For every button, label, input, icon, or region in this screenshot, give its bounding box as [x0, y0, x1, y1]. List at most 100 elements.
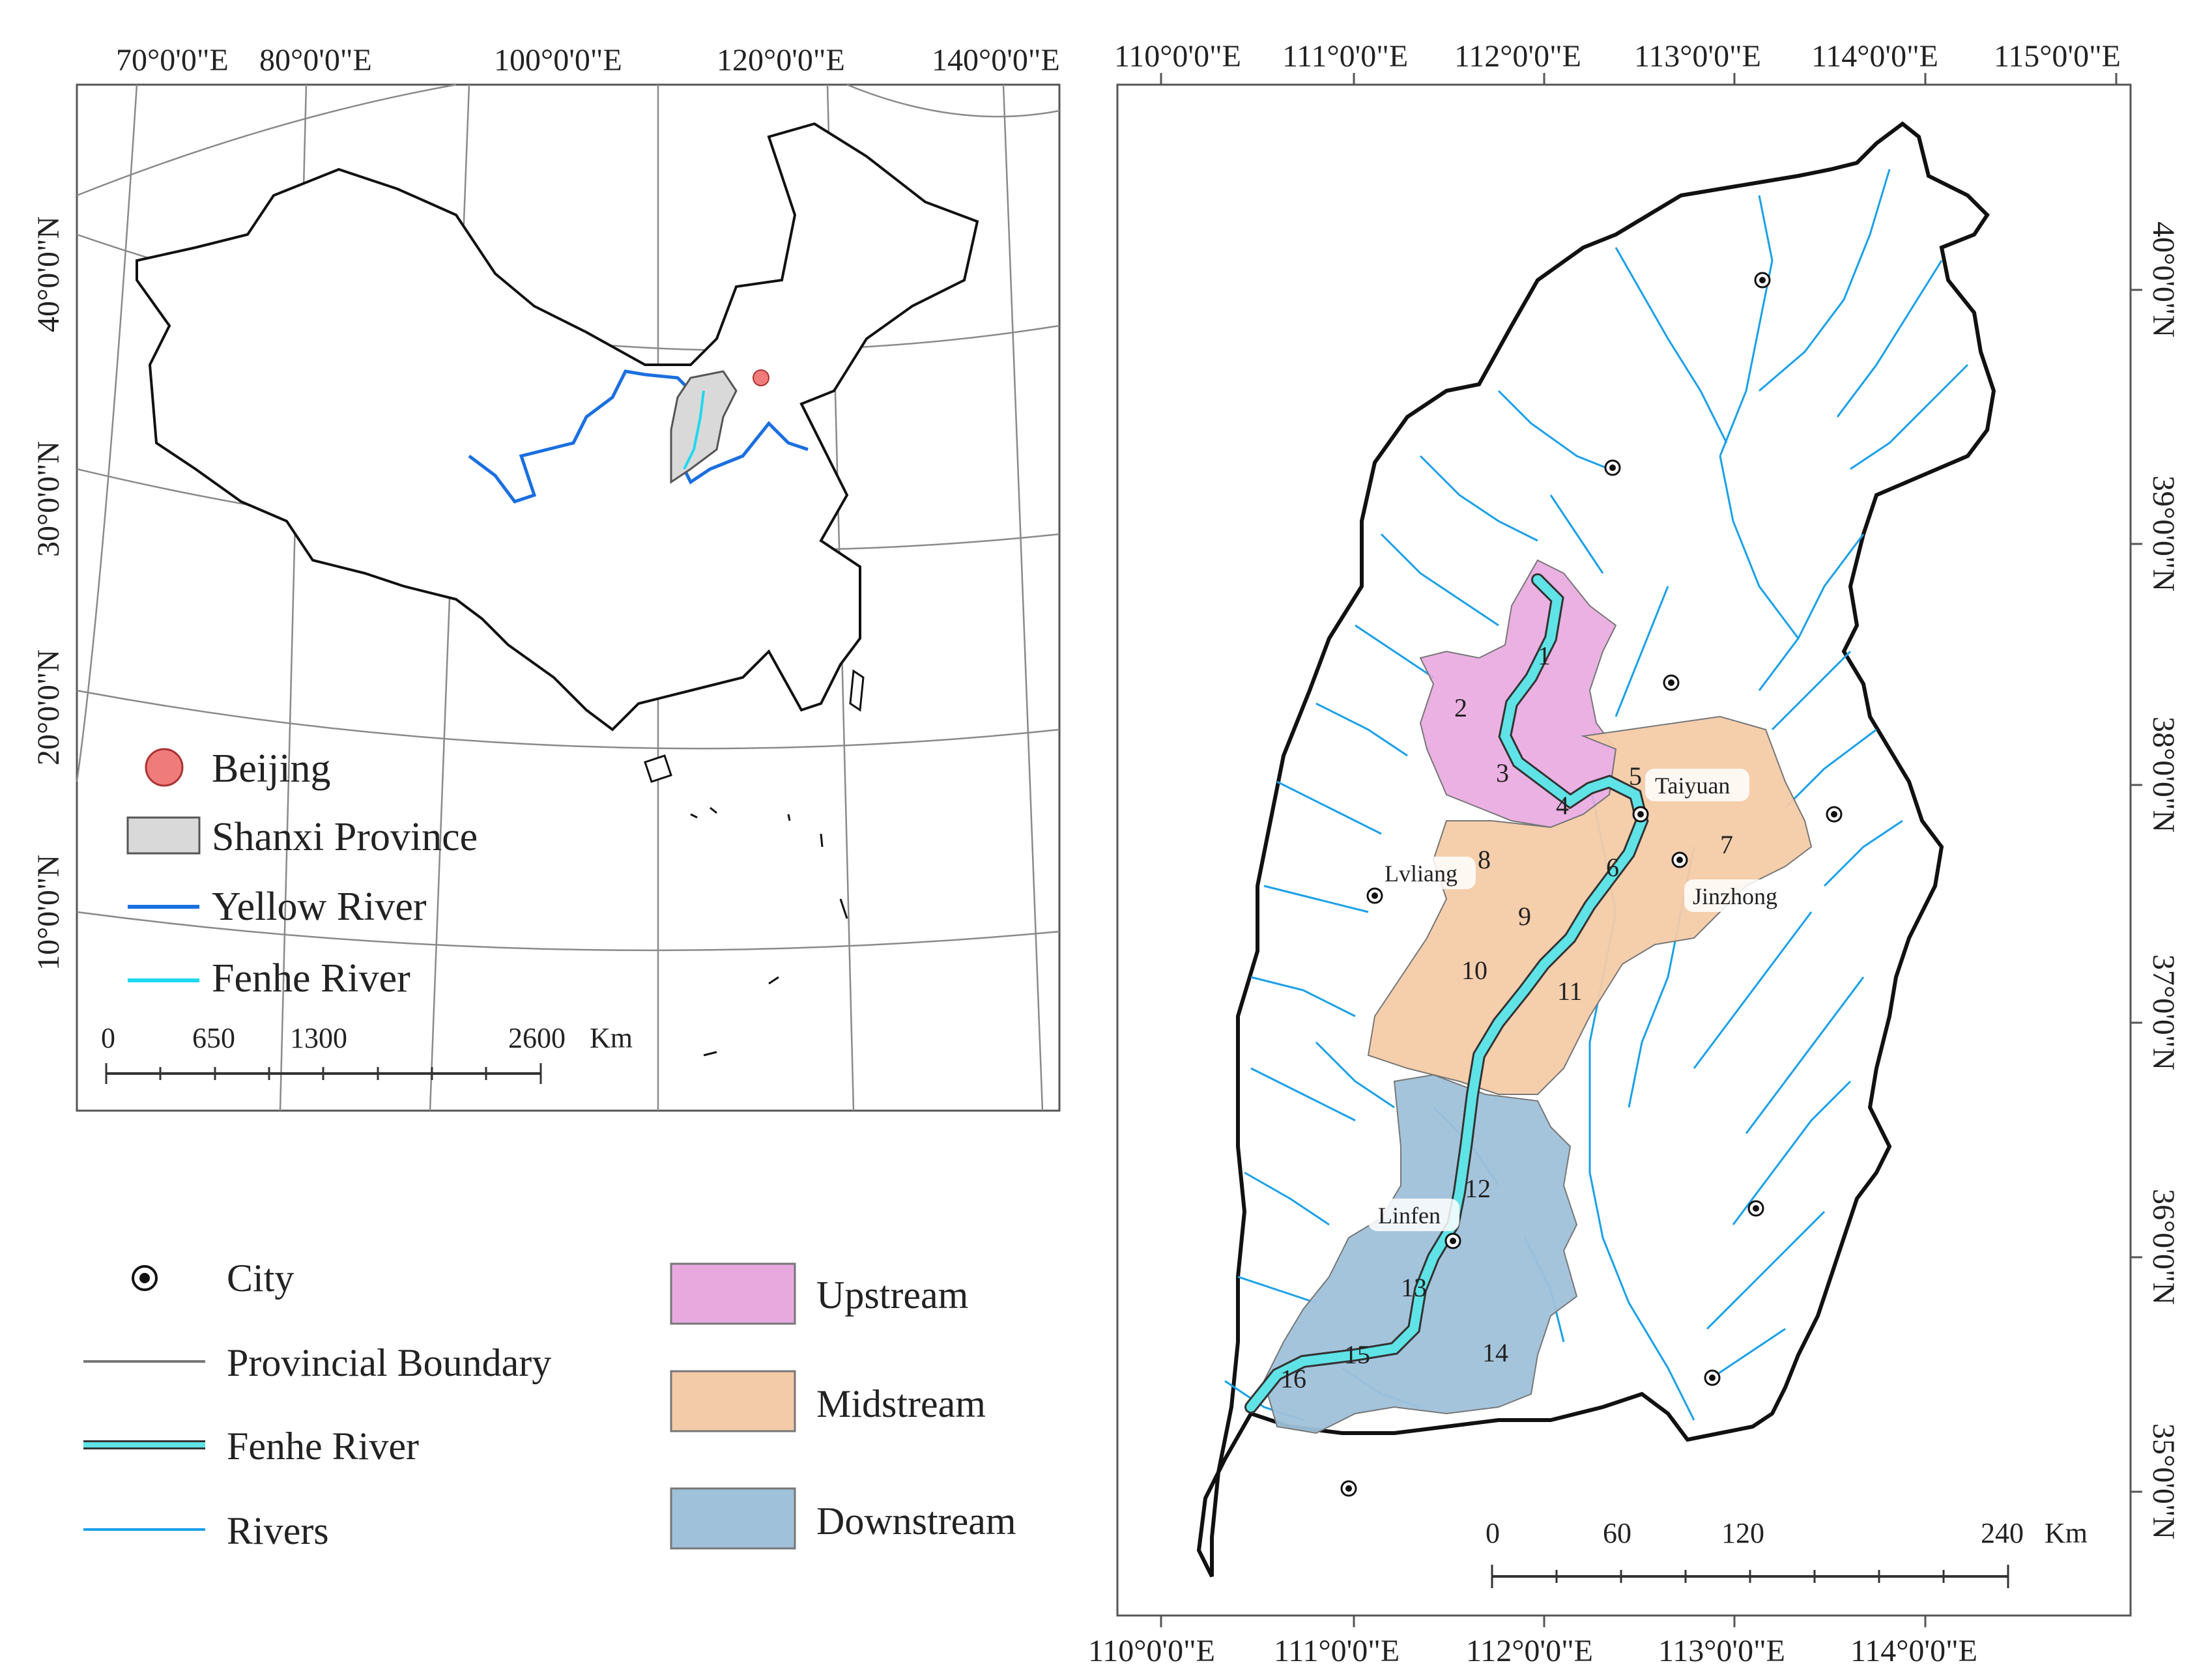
main-scale-bar: 0 60 120 240 Km	[1486, 1517, 2088, 1588]
main-lon-label: 114°0'0"E	[1811, 39, 1938, 74]
south-china-sea-islands	[690, 806, 848, 1057]
hainan-island	[644, 754, 672, 783]
city-label-linfen: Linfen	[1378, 1203, 1441, 1229]
boundary-legend-label: Provincial Boundary	[227, 1341, 551, 1384]
shanxi-legend-label: Shanxi Province	[212, 815, 478, 859]
sub-basin-numbers: 1 2 3 4 5 6 7 8 9 10 11 12 13 14 15 16	[1280, 641, 1733, 1393]
main-lat-label: 36°0'0"N	[2146, 1189, 2181, 1305]
shanxi-province-shape	[670, 370, 738, 484]
main-lon-label: 115°0'0"E	[1994, 39, 2121, 74]
inset-lon-label: 80°0'0"E	[259, 43, 372, 78]
city-point-icon	[1747, 1200, 1764, 1217]
fenhe-legend-bottom-label: Fenhe River	[227, 1425, 419, 1468]
sub-basin-label: 15	[1344, 1340, 1370, 1369]
inset-lat-label: 10°0'0"N	[31, 855, 66, 971]
city-legend-icon	[132, 1265, 158, 1291]
main-frame-ticks	[1160, 73, 2142, 1627]
inset-lat-label: 30°0'0"N	[31, 441, 66, 557]
main-lat-label: 35°0'0"N	[2146, 1423, 2181, 1539]
inset-scale-tick-2600: 2600	[508, 1022, 566, 1054]
sub-basin-label: 6	[1606, 853, 1619, 882]
midstream-legend-swatch	[670, 1370, 796, 1432]
city-labels: Taiyuan Jinzhong Lvliang Linfen	[1368, 769, 1805, 1231]
main-lat-label: 37°0'0"N	[2146, 954, 2181, 1070]
fenhe-inset-line	[683, 390, 705, 470]
city-point-icon	[1671, 851, 1688, 868]
sub-basin-label: 8	[1478, 845, 1491, 874]
city-point-icon	[1826, 806, 1843, 823]
sub-basin-label: 7	[1720, 830, 1733, 859]
main-lon-label: 111°0'0"E	[1282, 39, 1408, 74]
main-lon-label: 110°0'0"E	[1114, 39, 1241, 74]
main-scale-tick-240: 240	[1981, 1517, 2024, 1549]
sub-basin-label: 11	[1557, 976, 1583, 1006]
sub-basin-label: 3	[1496, 758, 1509, 788]
china-outline	[136, 122, 979, 732]
sub-basin-label: 13	[1401, 1273, 1427, 1302]
inset-left-latitude-labels: 40°0'0"N 30°0'0"N 20°0'0"N 10°0'0"N	[31, 216, 66, 971]
downstream-zone	[1263, 1074, 1578, 1434]
inset-map: Beijing Shanxi Province Yellow River Fen…	[31, 43, 1061, 1112]
sub-basin-label: 12	[1465, 1174, 1491, 1203]
rivers-legend-label: Rivers	[227, 1509, 329, 1552]
city-point-icon	[1632, 806, 1649, 823]
main-lat-label: 39°0'0"N	[2146, 476, 2181, 591]
inset-scale-bar: 0 650 1300 2600 Km	[101, 1022, 633, 1084]
shanxi-legend-icon	[126, 816, 201, 855]
inset-lon-label: 70°0'0"E	[116, 43, 229, 78]
city-point-icon	[1340, 1480, 1357, 1497]
main-scale-tick-120: 120	[1721, 1517, 1764, 1549]
main-lon-label: 112°0'0"E	[1466, 1634, 1593, 1668]
yellow-river-line	[468, 369, 809, 504]
main-lon-label: 112°0'0"E	[1454, 39, 1581, 74]
main-scale-unit: Km	[2045, 1517, 2088, 1549]
sub-basin-label: 2	[1454, 693, 1467, 722]
sub-basin-label: 9	[1518, 902, 1531, 931]
main-map: Taiyuan Jinzhong Lvliang Linfen 1 2 3 4 …	[1088, 39, 2181, 1668]
inset-lat-label: 20°0'0"N	[31, 649, 66, 765]
city-point-icon	[1444, 1232, 1461, 1249]
fenhe-legend-label: Fenhe River	[212, 956, 410, 1001]
main-lat-label: 40°0'0"N	[2146, 221, 2181, 337]
beijing-point	[753, 369, 769, 386]
city-points	[1340, 272, 1843, 1497]
main-lon-label: 113°0'0"E	[1634, 39, 1761, 74]
city-point-icon	[1704, 1369, 1721, 1386]
main-bottom-longitude-labels: 110°0'0"E 111°0'0"E 112°0'0"E 113°0'0"E …	[1088, 1634, 1977, 1668]
midstream-legend-label: Midstream	[816, 1382, 986, 1425]
beijing-legend-label: Beijing	[212, 747, 331, 791]
inset-lon-label: 140°0'0"E	[932, 43, 1060, 78]
beijing-legend-icon	[145, 748, 184, 787]
inset-scale-tick-0: 0	[101, 1022, 115, 1054]
main-lon-label: 114°0'0"E	[1850, 1634, 1977, 1668]
upstream-legend-swatch	[670, 1262, 796, 1325]
main-top-longitude-labels: 110°0'0"E 111°0'0"E 112°0'0"E 113°0'0"E …	[1114, 39, 2121, 74]
main-scale-tick-0: 0	[1486, 1517, 1500, 1549]
inset-lon-label: 100°0'0"E	[494, 43, 622, 78]
city-legend-label: City	[227, 1257, 294, 1300]
city-point-icon	[1604, 459, 1621, 476]
main-right-latitude-labels: 40°0'0"N 39°0'0"N 38°0'0"N 37°0'0"N 36°0…	[2146, 221, 2181, 1539]
fenhe-river-main-fill	[1246, 575, 1647, 1412]
inset-top-longitude-labels: 70°0'0"E 80°0'0"E 100°0'0"E 120°0'0"E 14…	[116, 43, 1060, 78]
upstream-legend-label: Upstream	[816, 1274, 968, 1317]
main-lon-label: 110°0'0"E	[1088, 1634, 1215, 1668]
inset-scale-tick-650: 650	[192, 1022, 235, 1054]
city-point-icon	[1366, 887, 1383, 904]
sub-basin-label: 10	[1461, 956, 1487, 985]
yellow-river-legend-label: Yellow River	[212, 885, 427, 929]
main-lon-label: 111°0'0"E	[1274, 1634, 1400, 1668]
inset-scale-tick-1300: 1300	[290, 1022, 347, 1054]
sub-basin-label: 16	[1280, 1364, 1306, 1393]
sub-basin-label: 14	[1482, 1338, 1508, 1367]
main-scale-tick-60: 60	[1603, 1517, 1631, 1549]
downstream-legend-swatch	[670, 1487, 796, 1550]
city-label-lvliang: Lvliang	[1385, 861, 1458, 887]
sub-basin-label: 4	[1556, 791, 1569, 820]
main-lat-label: 38°0'0"N	[2146, 717, 2181, 833]
city-point-icon	[1663, 674, 1680, 691]
city-label-taiyuan: Taiyuan	[1655, 773, 1730, 799]
main-lon-label: 113°0'0"E	[1658, 1634, 1785, 1668]
taiwan-island	[849, 669, 865, 712]
